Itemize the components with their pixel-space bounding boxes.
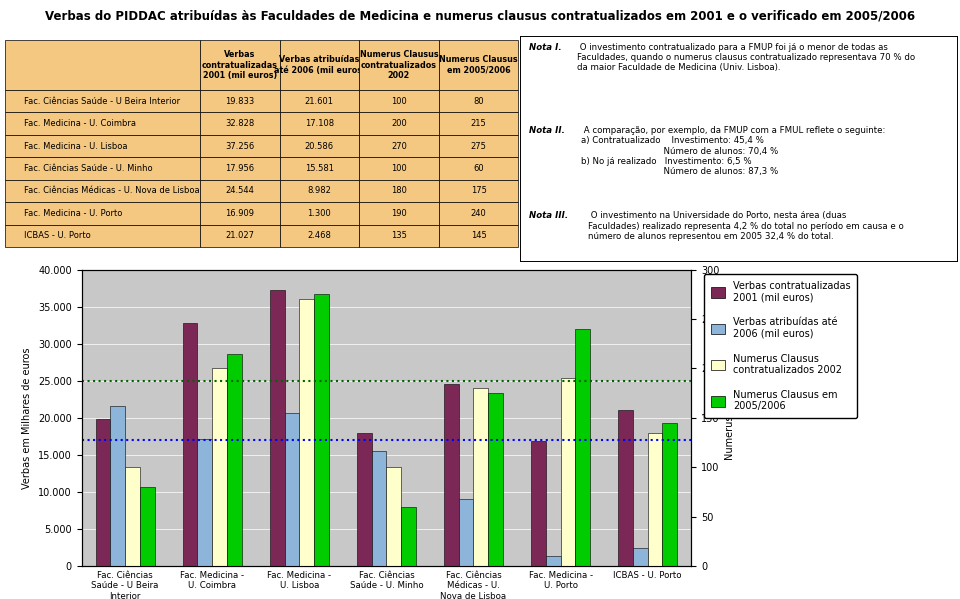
Bar [182, 323, 198, 566]
Bar [284, 413, 300, 566]
Legend: Verbas contratualizadas
2001 (mil euros), Verbas atribuídas até
2006 (mil euros): Verbas contratualizadas 2001 (mil euros)… [704, 274, 857, 418]
Bar [125, 467, 140, 566]
Bar [489, 393, 503, 566]
Bar [618, 410, 633, 566]
Bar [531, 441, 546, 566]
Bar [314, 294, 329, 566]
Text: Nota II.: Nota II. [529, 126, 564, 135]
Bar [386, 467, 401, 566]
Bar [270, 290, 284, 566]
Bar [372, 450, 386, 566]
Bar [546, 556, 561, 566]
Bar [357, 433, 372, 566]
Text: Nota I.: Nota I. [529, 43, 562, 52]
Text: O investimento contratualizado para a FMUP foi já o menor de todas as
Faculdades: O investimento contratualizado para a FM… [577, 43, 915, 72]
Bar [473, 388, 489, 566]
Text: A comparação, por exemplo, da FMUP com a FMUL reflete o seguinte:
a) Contratuali: A comparação, por exemplo, da FMUP com a… [582, 126, 886, 176]
Bar [648, 432, 662, 566]
Bar [212, 368, 227, 566]
Bar [633, 547, 648, 566]
Text: Nota III.: Nota III. [529, 211, 568, 220]
Bar [110, 406, 125, 566]
Bar [227, 353, 242, 566]
Y-axis label: Numerus clausus: Numerus clausus [725, 376, 735, 460]
Bar [300, 299, 314, 566]
Bar [561, 378, 575, 566]
Bar [140, 487, 155, 566]
Bar [401, 507, 416, 566]
Text: O investimento na Universidade do Porto, nesta área (duas
Faculdades) realizado : O investimento na Universidade do Porto,… [588, 211, 903, 241]
Y-axis label: Verbas em Milhares de euros: Verbas em Milhares de euros [22, 347, 33, 489]
Bar [96, 419, 110, 566]
Bar [198, 439, 212, 566]
Bar [575, 329, 590, 566]
Bar [662, 423, 677, 566]
Text: Verbas do PIDDAC atribuídas às Faculdades de Medicina e numerus clausus contratu: Verbas do PIDDAC atribuídas às Faculdade… [45, 10, 915, 23]
Bar [444, 384, 459, 566]
Bar [459, 500, 473, 566]
